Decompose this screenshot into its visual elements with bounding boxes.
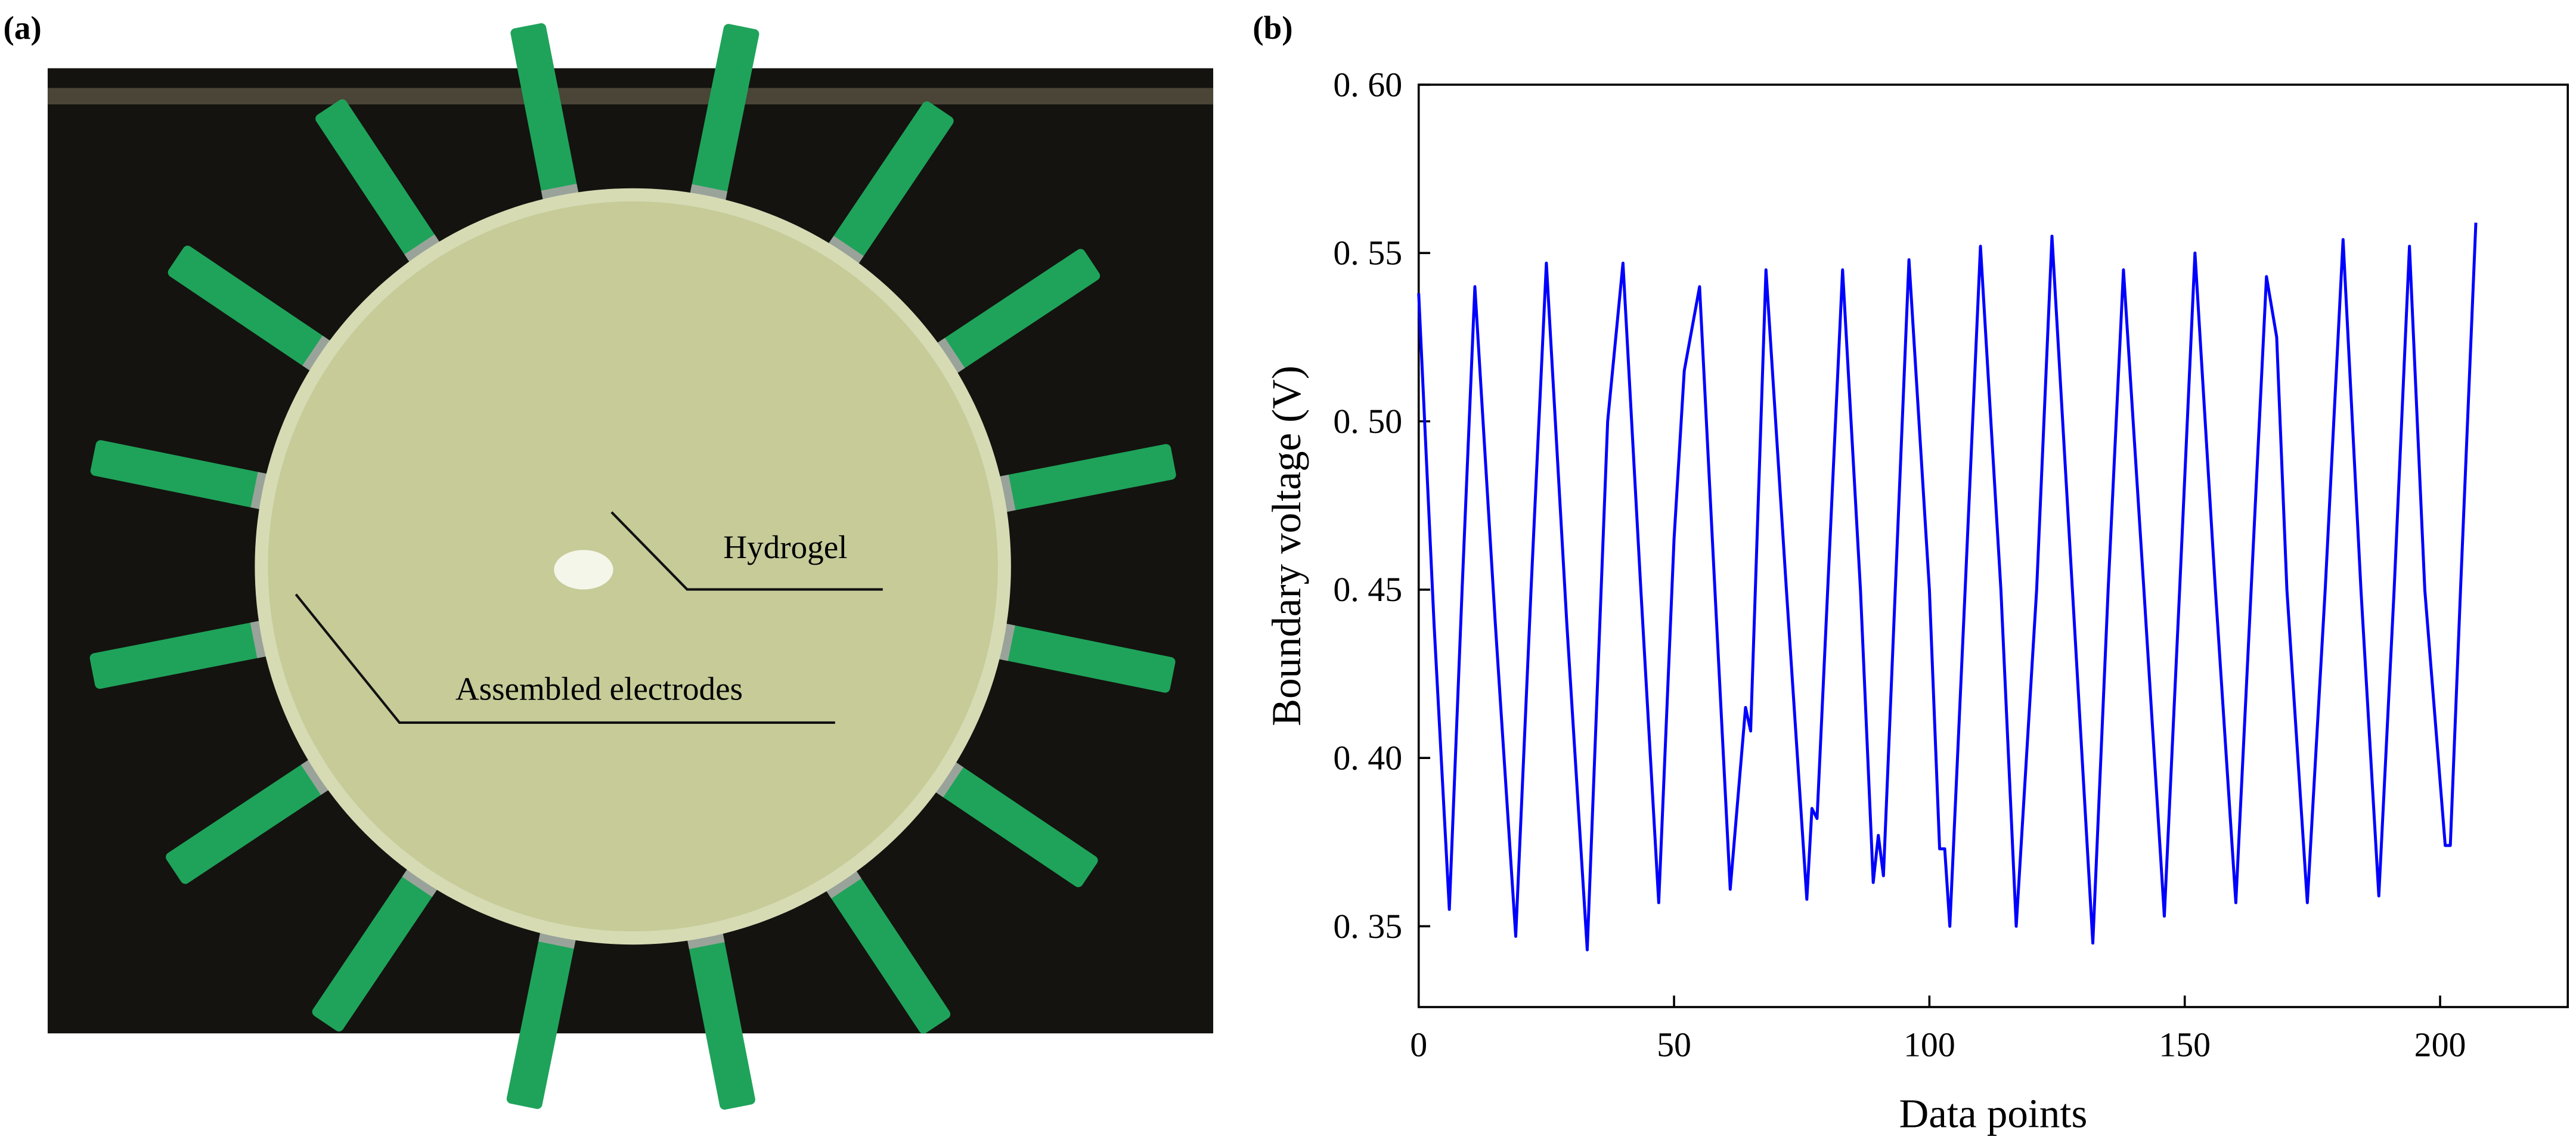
annotation: Hydrogel <box>723 529 847 565</box>
hydrogel <box>268 201 998 932</box>
electrode-body <box>90 440 274 510</box>
chart: 0. 35 0. 40 0. 45 0. 50 0. 55 0. 60 0 50 100 150 2… <box>1264 65 2569 1136</box>
y-tick-label: 0. 50 <box>1333 402 1402 441</box>
board-edge <box>47 88 1214 105</box>
panel-label: (b) <box>1253 10 1292 46</box>
y-tick-label: 0. 55 <box>1333 234 1402 272</box>
electrode-body <box>689 24 760 207</box>
y-tick-label: 0. 60 <box>1333 65 1402 104</box>
electrode-body <box>89 620 273 689</box>
reflection <box>554 550 613 590</box>
electrode-body <box>168 246 334 373</box>
electrode-body <box>824 866 951 1034</box>
leader-line <box>295 593 835 724</box>
electrode-body <box>506 926 576 1109</box>
x-tick-label: 150 <box>2159 1026 2211 1064</box>
x-tick-label: 50 <box>1657 1026 1691 1064</box>
y-tick-label: 0. 45 <box>1333 570 1402 609</box>
leader-line <box>610 511 883 591</box>
y-tick-label: 0. 35 <box>1333 907 1402 946</box>
annotation: Assembled electrodes <box>455 670 743 707</box>
y-tick-label: 0. 40 <box>1333 738 1402 777</box>
x-axis-title: Data points <box>1899 1091 2088 1136</box>
x-tick-label: 0 <box>1410 1026 1427 1064</box>
electrode-body <box>931 760 1098 887</box>
electrode-body <box>312 865 440 1032</box>
data-line <box>1417 222 2478 952</box>
electrode-body <box>315 99 442 267</box>
panel-label: (a) <box>4 10 42 46</box>
electrode-body <box>993 444 1176 513</box>
electrode-body <box>993 622 1176 693</box>
electrode-body <box>687 927 755 1110</box>
electrode-body <box>166 757 333 884</box>
photo: Hydrogel Assembled electrodes <box>47 23 1214 1110</box>
electrode-body <box>510 23 579 206</box>
x-tick-label: 100 <box>1904 1026 1955 1064</box>
y-axis-title: Boundary voltage (V) <box>1264 366 1309 726</box>
electrode-body <box>826 101 954 268</box>
x-tick-label: 200 <box>2414 1026 2466 1064</box>
plot-frame <box>1417 83 2569 1008</box>
electrode-body <box>933 249 1101 376</box>
